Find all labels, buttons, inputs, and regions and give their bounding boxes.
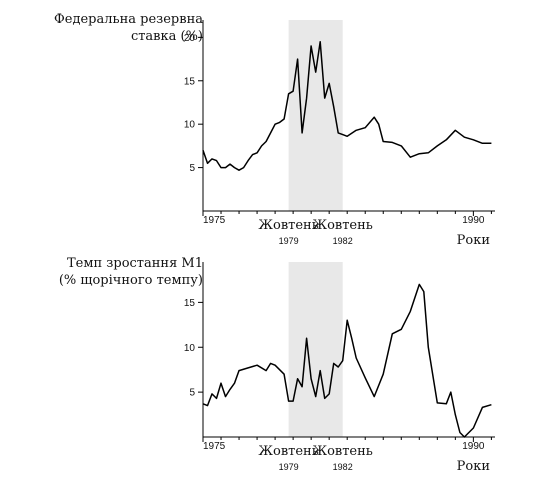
m1-event-label-oct-1982: Жовтень bbox=[312, 444, 372, 459]
fed-rate-event-year-1979: 1979 bbox=[279, 236, 299, 246]
m1-x-tick-label-1990: 1990 bbox=[462, 441, 485, 452]
m1-y-tick-label-5: 5 bbox=[189, 388, 195, 399]
fed-rate-event-label-oct-1979: Жовтень bbox=[258, 218, 318, 233]
fed-rate-x-axis-unit: Роки bbox=[457, 233, 490, 248]
m1-series-line bbox=[202, 283, 492, 438]
fed-rate-x-tick-label-1990: 1990 bbox=[462, 215, 485, 226]
fed-rate-shaded-period bbox=[288, 20, 343, 211]
fed-rate-event-year-1982: 1982 bbox=[333, 236, 353, 246]
fed-rate-panel: Федеральна резервна ставка (%) 5 10 15 20 1… bbox=[54, 12, 495, 248]
m1-x-tick-label-1975: 1975 bbox=[203, 441, 226, 452]
fed-rate-title-line-2: ставка (%) bbox=[131, 29, 203, 44]
m1-y-ticks: 5 10 15 bbox=[184, 298, 203, 399]
m1-x-ticks bbox=[202, 437, 492, 442]
m1-y-tick-label-10: 10 bbox=[184, 343, 196, 354]
fed-rate-y-tick-label-10: 10 bbox=[184, 120, 196, 131]
m1-title-line-2: (% щорічного темпу) bbox=[59, 273, 203, 288]
fed-rate-series-line bbox=[202, 40, 492, 171]
fed-rate-y-tick-label-5: 5 bbox=[189, 163, 195, 174]
fed-rate-title-line-1: Федеральна резервна bbox=[54, 12, 203, 27]
m1-event-year-1979: 1979 bbox=[279, 462, 299, 472]
m1-event-year-1982: 1982 bbox=[333, 462, 353, 472]
fed-rate-y-tick-label-15: 15 bbox=[184, 76, 196, 87]
m1-shaded-period bbox=[288, 262, 343, 437]
fed-rate-x-tick-label-1975: 1975 bbox=[203, 215, 226, 226]
m1-event-label-oct-1979: Жовтень bbox=[258, 444, 318, 459]
fed-rate-event-label-oct-1982: Жовтень bbox=[312, 218, 372, 233]
m1-growth-panel: Темп зростання M1 (% щорічного темпу) 5 1… bbox=[59, 256, 495, 474]
fed-rate-y-ticks: 5 10 15 20 bbox=[184, 33, 203, 174]
fed-rate-y-tick-label-20: 20 bbox=[184, 33, 196, 44]
m1-x-axis-unit: Роки bbox=[457, 459, 490, 474]
m1-title-line-1: Темп зростання M1 bbox=[67, 256, 203, 271]
m1-y-tick-label-15: 15 bbox=[184, 298, 196, 309]
fed-rate-x-ticks bbox=[202, 211, 492, 216]
